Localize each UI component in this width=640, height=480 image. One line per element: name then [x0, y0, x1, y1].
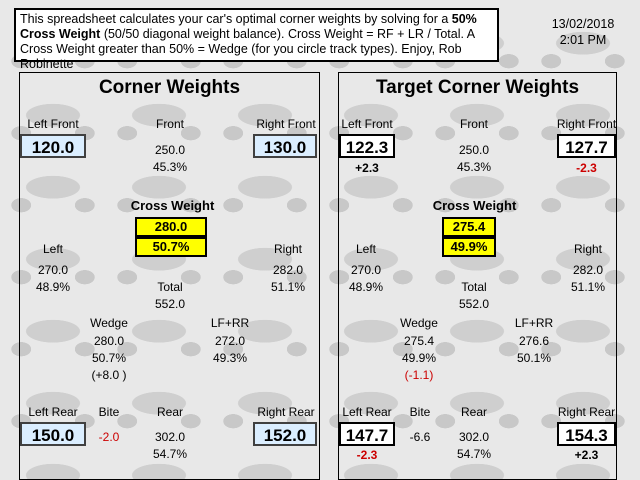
target-lf-rr-label: LF+RR	[514, 316, 554, 330]
right-front-input[interactable]: 130.0	[253, 134, 317, 158]
target-bite-value: -6.6	[409, 430, 431, 444]
target-panel-title: Target Corner Weights	[375, 77, 580, 98]
bite-label: Bite	[98, 405, 120, 419]
right-front-label: Right Front	[256, 117, 316, 131]
target-wedge-label: Wedge	[400, 316, 438, 330]
right-pct: 51.1%	[270, 280, 306, 294]
target-total-label: Total	[461, 280, 487, 294]
description-bold: 50% Cross Weight	[20, 12, 477, 41]
description-box: This spreadsheet calculates your car's o…	[14, 8, 499, 71]
wedge-delta: (+8.0 )	[91, 368, 127, 382]
target-right-rear-delta: +2.3	[574, 448, 599, 462]
target-cross-weight-pct: 49.9%	[442, 237, 496, 257]
target-total-value: 552.0	[458, 297, 490, 311]
target-left-rear-value: 147.7	[339, 422, 395, 446]
target-wedge-value: 275.4	[403, 334, 435, 348]
target-bite-label: Bite	[409, 405, 431, 419]
target-rear-value: 302.0	[458, 430, 490, 444]
target-front-value: 250.0	[458, 143, 490, 157]
description-text-2: (50/50 diagonal weight balance). Cross W…	[20, 27, 475, 71]
target-right-front-delta: -2.3	[576, 161, 597, 175]
target-right-rear-label: Right Rear	[557, 405, 616, 419]
target-front-pct: 45.3%	[456, 160, 492, 174]
target-cross-weight-value: 275.4	[442, 217, 496, 237]
target-wedge-pct: 49.9%	[401, 351, 437, 365]
date-time: 13/02/2018 2:01 PM	[548, 16, 618, 48]
total-label: Total	[157, 280, 183, 294]
rear-pct: 54.7%	[152, 447, 188, 461]
lf-rr-value: 272.0	[214, 334, 246, 348]
right-label: Right	[273, 242, 302, 256]
target-left-front-delta: +2.3	[355, 161, 379, 175]
lf-rr-label: LF+RR	[210, 316, 250, 330]
rear-value: 302.0	[154, 430, 186, 444]
left-front-label: Left Front	[27, 117, 79, 131]
wedge-label: Wedge	[90, 316, 128, 330]
rear-label: Rear	[156, 405, 183, 419]
left-rear-label: Left Rear	[28, 405, 78, 419]
target-left-front-value: 122.3	[339, 134, 395, 158]
target-lf-rr-pct: 50.1%	[516, 351, 552, 365]
target-right-front-value: 127.7	[557, 134, 616, 158]
target-rear-pct: 54.7%	[456, 447, 492, 461]
description-text: This spreadsheet calculates your car's o…	[20, 12, 452, 26]
cross-weight-pct: 50.7%	[135, 237, 207, 257]
left-value: 270.0	[37, 263, 69, 277]
corner-weights-panel: Corner Weights Left Front 120.0 Front 25…	[19, 72, 320, 480]
target-left-rear-delta: -2.3	[356, 448, 378, 462]
right-value: 282.0	[272, 263, 304, 277]
target-front-label: Front	[459, 117, 488, 131]
left-rear-input[interactable]: 150.0	[20, 422, 86, 446]
target-right-value: 282.0	[572, 263, 604, 277]
target-left-pct: 48.9%	[348, 280, 384, 294]
wedge-value: 280.0	[93, 334, 125, 348]
target-left-front-label: Left Front	[341, 117, 393, 131]
total-value: 552.0	[154, 297, 186, 311]
target-rear-label: Rear	[460, 405, 487, 419]
target-left-value: 270.0	[350, 263, 382, 277]
lf-rr-pct: 49.3%	[212, 351, 248, 365]
target-right-label: Right	[573, 242, 602, 256]
bite-value: -2.0	[98, 430, 120, 444]
right-rear-label: Right Rear	[257, 405, 315, 419]
panel-title: Corner Weights	[98, 77, 241, 98]
left-label: Left	[42, 242, 63, 256]
target-right-pct: 51.1%	[570, 280, 606, 294]
left-front-input[interactable]: 120.0	[20, 134, 86, 158]
left-pct: 48.9%	[35, 280, 71, 294]
target-lf-rr-value: 276.6	[518, 334, 550, 348]
front-label: Front	[155, 117, 184, 131]
target-corner-weights-panel: Target Corner Weights Left Front 122.3 +…	[338, 72, 617, 480]
wedge-pct: 50.7%	[91, 351, 127, 365]
front-value: 250.0	[154, 143, 186, 157]
cross-weight-value: 280.0	[135, 217, 207, 237]
target-cross-weight-label: Cross Weight	[432, 198, 517, 213]
target-left-label: Left	[355, 242, 376, 256]
time-text: 2:01 PM	[559, 33, 607, 47]
date-text: 13/02/2018	[551, 17, 615, 31]
right-rear-input[interactable]: 152.0	[253, 422, 317, 446]
target-right-rear-value: 154.3	[557, 422, 616, 446]
target-right-front-label: Right Front	[556, 117, 617, 131]
cross-weight-label: Cross Weight	[130, 198, 215, 213]
front-pct: 45.3%	[152, 160, 188, 174]
target-wedge-delta: (-1.1)	[404, 368, 434, 382]
target-left-rear-label: Left Rear	[342, 405, 392, 419]
